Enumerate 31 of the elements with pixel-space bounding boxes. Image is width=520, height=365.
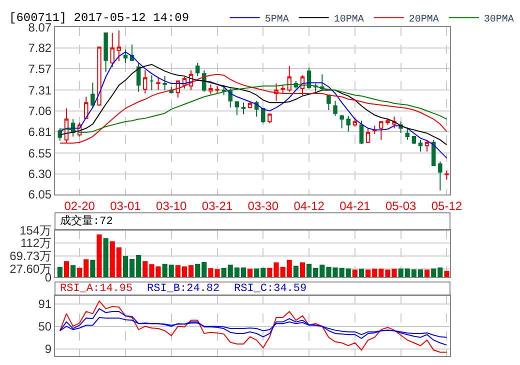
text: RSI_B:24.82 xyxy=(147,283,220,295)
legend-label: 20PMA xyxy=(408,14,439,26)
y-tick-label: 6.81 xyxy=(28,124,52,139)
x-tick-label: 04-12 xyxy=(294,198,325,213)
x-tick-label: 03-21 xyxy=(202,198,233,213)
x-tick-label: 03-01 xyxy=(110,198,142,213)
y-tick-label: 50 xyxy=(38,320,52,334)
x-tick-label: 03-10 xyxy=(156,198,188,213)
y-tick-label: 69.73万 xyxy=(10,249,52,264)
y-tick-label: 7.06 xyxy=(28,104,52,118)
text: RSI_A:14.95 xyxy=(60,283,133,295)
y-tick-label: 9 xyxy=(44,342,52,356)
legend-label: 10PMA xyxy=(334,14,364,26)
y-tick-label: 7.57 xyxy=(28,62,52,76)
x-tick-label: 05-03 xyxy=(385,198,416,213)
x-tick-label: 05-12 xyxy=(431,198,462,213)
legend-label: 30PMA xyxy=(484,14,514,26)
x-tick-label: 03-30 xyxy=(248,198,279,213)
y-tick-label: 7.31 xyxy=(28,83,52,98)
y-tick-label: 6.55 xyxy=(28,146,52,160)
legend-label: 5PMA xyxy=(264,14,289,26)
y-tick-label: 154万 xyxy=(20,223,52,238)
y-tick-label: 6.30 xyxy=(28,167,52,182)
x-tick-label: 02-20 xyxy=(64,198,96,213)
y-tick-label: 91 xyxy=(38,296,52,311)
y-tick-label: 7.82 xyxy=(28,41,52,56)
text: RSI_C:34.59 xyxy=(234,283,307,295)
text: 成交量:72 xyxy=(60,214,113,228)
x-tick-label: 04-21 xyxy=(340,198,371,213)
y-tick-label: 6.05 xyxy=(28,188,52,202)
y-tick-label: 112万 xyxy=(20,236,52,250)
